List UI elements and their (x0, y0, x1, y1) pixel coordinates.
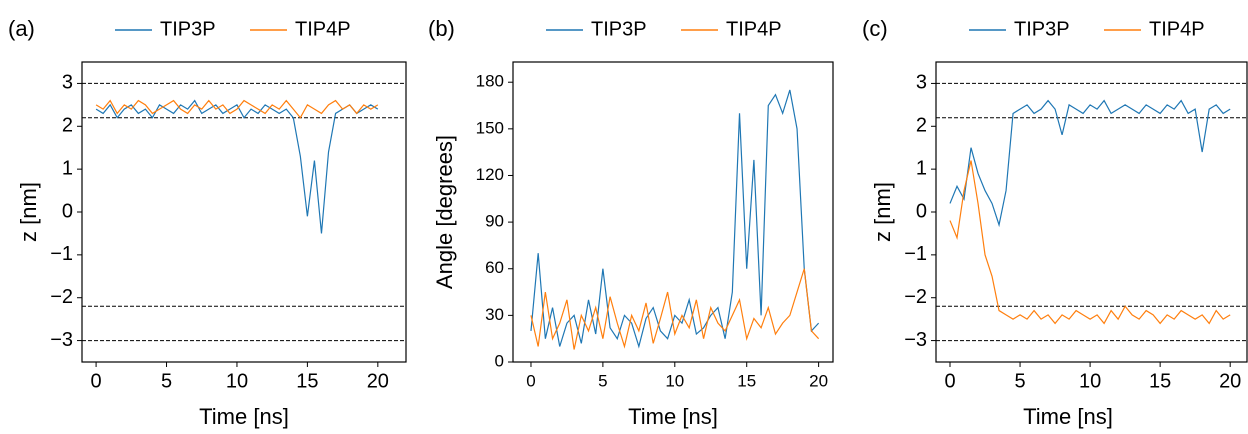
legend-label: TIP4P (1149, 18, 1205, 40)
panel-label: (a) (8, 16, 35, 41)
plot-frame (81, 61, 407, 363)
x-tick-label: 15 (1149, 370, 1171, 392)
x-tick-label: 0 (944, 370, 955, 392)
x-axis-label: Time [ns] (199, 404, 289, 429)
x-tick-label: 5 (1014, 370, 1025, 392)
legend-label: TIP3P (160, 18, 216, 40)
y-tick-label: 90 (485, 212, 504, 231)
y-tick-label: −2 (904, 286, 927, 308)
y-axis-label: Angle [degrees] (432, 135, 457, 289)
x-tick-label: 20 (367, 370, 389, 392)
x-tick-label: 15 (296, 370, 318, 392)
data-line (95, 99, 379, 119)
data-line (95, 99, 379, 234)
y-tick-label: −1 (50, 243, 73, 265)
y-tick-label: 3 (916, 72, 927, 94)
x-tick-label: 5 (598, 371, 607, 390)
data-line (530, 89, 820, 349)
panel-label: (c) (862, 16, 888, 41)
y-tick-label: 0 (495, 351, 504, 370)
plot-frame (512, 61, 834, 363)
y-tick-label: 150 (476, 118, 504, 137)
x-tick-label: 10 (1079, 370, 1101, 392)
plot-frame (935, 61, 1248, 363)
y-tick-label: 180 (476, 72, 504, 91)
legend-label: TIP4P (295, 18, 351, 40)
data-line (949, 99, 1231, 228)
y-tick-label: 2 (916, 115, 927, 137)
x-axis-label: Time [ns] (1023, 404, 1113, 429)
y-tick-label: 1 (916, 157, 927, 179)
y-tick-label: 60 (485, 258, 504, 277)
x-tick-label: 20 (809, 371, 828, 390)
x-tick-label: 0 (91, 370, 102, 392)
x-tick-label: 5 (161, 370, 172, 392)
legend-label: TIP3P (1014, 18, 1070, 40)
y-tick-label: 30 (485, 305, 504, 324)
y-tick-label: 0 (62, 200, 73, 222)
x-tick-label: 0 (526, 371, 535, 390)
y-tick-label: −3 (50, 329, 73, 351)
y-tick-label: 0 (916, 200, 927, 222)
x-tick-label: 15 (737, 371, 756, 390)
panel-label: (b) (428, 16, 455, 41)
y-tick-label: −3 (904, 329, 927, 351)
y-axis-label: z [nm] (870, 182, 895, 242)
legend-label: TIP4P (726, 18, 782, 40)
data-line (530, 268, 820, 350)
y-tick-label: 1 (62, 157, 73, 179)
data-line (949, 160, 1231, 325)
y-tick-label: 120 (476, 165, 504, 184)
x-tick-label: 10 (226, 370, 248, 392)
y-tick-label: 2 (62, 115, 73, 137)
y-axis-label: z [nm] (16, 182, 41, 242)
y-tick-label: −1 (904, 243, 927, 265)
x-tick-label: 20 (1219, 370, 1241, 392)
x-tick-label: 10 (665, 371, 684, 390)
legend-label: TIP3P (591, 18, 647, 40)
y-tick-label: −2 (50, 286, 73, 308)
x-axis-label: Time [ns] (628, 404, 718, 429)
y-tick-label: 3 (62, 72, 73, 94)
